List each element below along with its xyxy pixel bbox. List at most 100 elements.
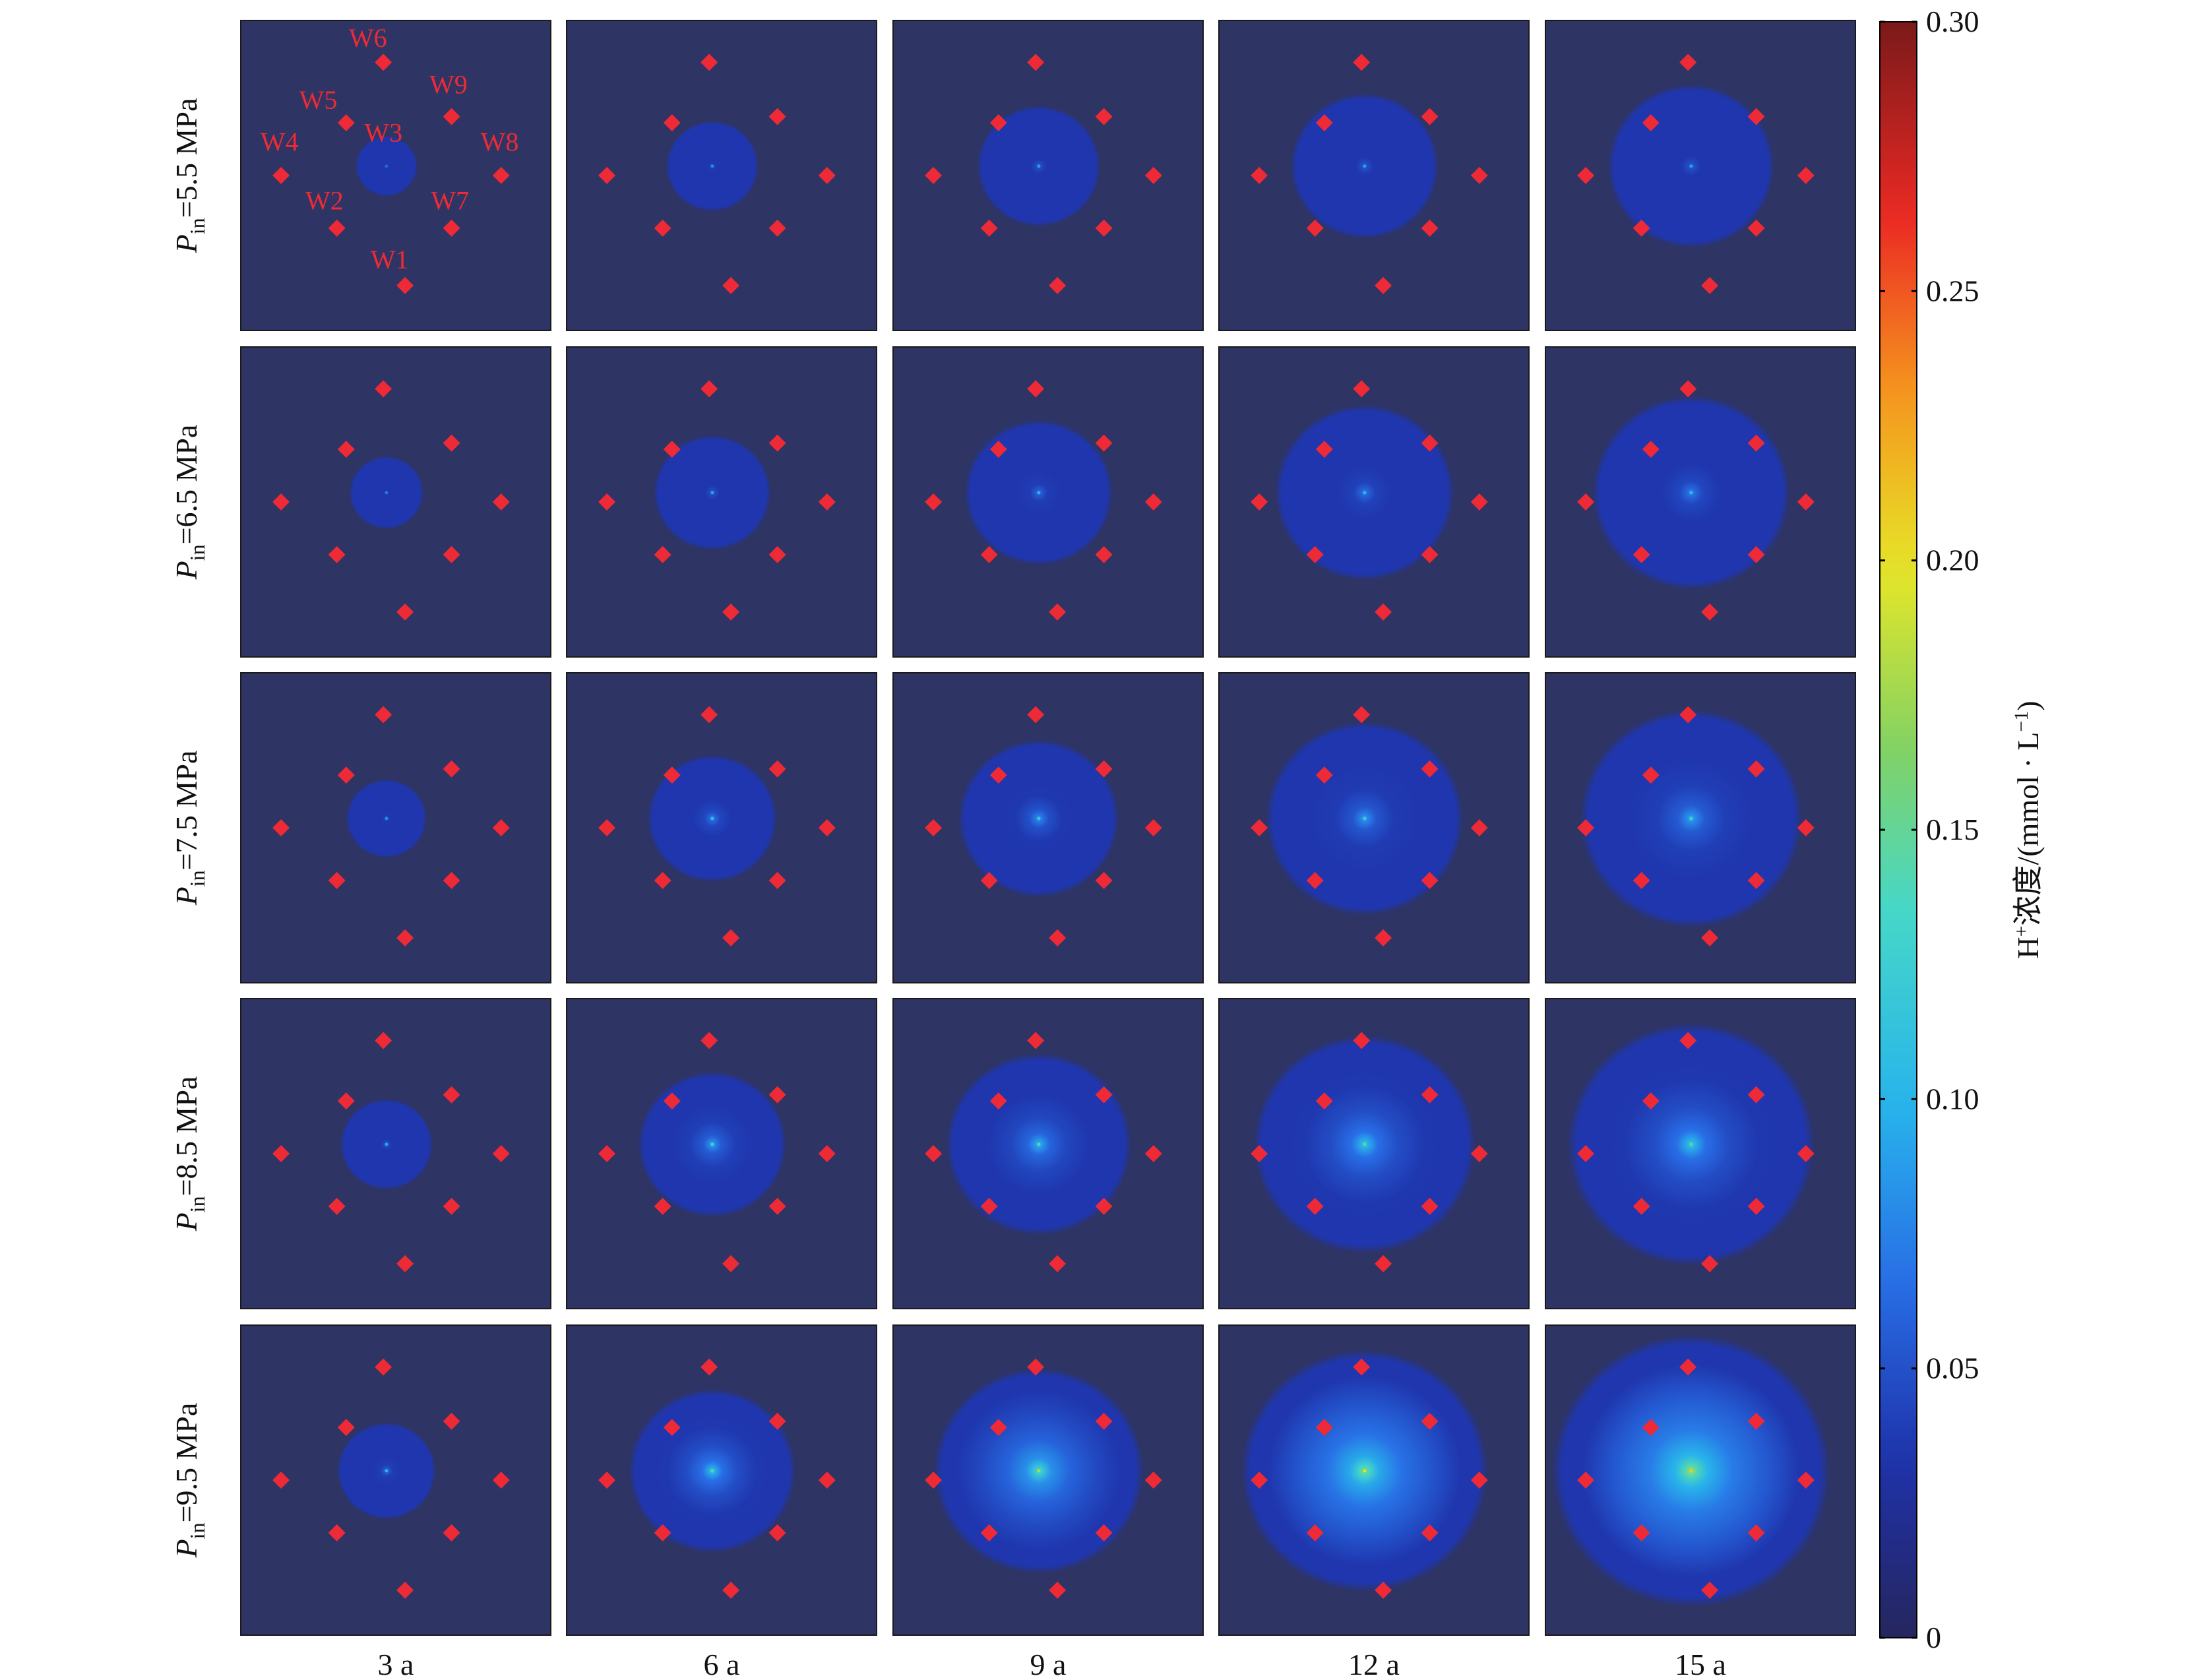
well-marker-w4 xyxy=(1577,493,1595,511)
well-marker-w4 xyxy=(1577,167,1595,184)
well-marker-w3 xyxy=(385,817,389,821)
panel-r1-c3 xyxy=(892,20,1204,331)
well-marker-w5 xyxy=(1642,441,1660,458)
well-marker-w2 xyxy=(1306,1197,1324,1215)
well-marker-w1 xyxy=(1701,276,1719,294)
row-label-1: Pin=5.5 MPa xyxy=(170,98,209,254)
well-marker-w8 xyxy=(1144,167,1162,184)
well-marker-w6 xyxy=(700,1358,718,1376)
well-marker-w8 xyxy=(1470,1472,1488,1489)
well-marker-w1 xyxy=(396,1581,414,1599)
well-marker-w3 xyxy=(1037,491,1041,495)
panel-r4-c5 xyxy=(1545,998,1856,1309)
well-marker-w5 xyxy=(1642,1092,1660,1110)
well-marker-w1 xyxy=(722,1255,740,1272)
well-marker-w8 xyxy=(1144,819,1162,836)
well-marker-w2 xyxy=(1306,871,1324,889)
well-marker-w9 xyxy=(1421,1086,1439,1104)
well-marker-w5 xyxy=(1642,1419,1660,1437)
well-marker-w7 xyxy=(1747,871,1765,889)
colorbar: 0 0.05 0.10 0.15 0.20 0.25 0.30 H+浓度/(mmol · L−… xyxy=(1879,5,2045,1654)
panel-r4-c1 xyxy=(240,998,551,1309)
panel-r1-c4 xyxy=(1218,20,1530,331)
well-label-w1: W1 xyxy=(371,245,409,274)
well-marker-w3 xyxy=(1363,1469,1367,1473)
well-marker-w1 xyxy=(396,1255,414,1272)
well-marker-w1 xyxy=(722,276,740,294)
well-marker-w6 xyxy=(700,53,718,71)
well-marker-w1 xyxy=(396,603,414,621)
well-marker-w4 xyxy=(1251,493,1268,511)
well-marker-w9 xyxy=(768,760,786,778)
well-marker-w2 xyxy=(1632,871,1650,889)
well-marker-w8 xyxy=(1470,1145,1488,1162)
panel-r5-c4 xyxy=(1218,1324,1530,1636)
well-marker-w8 xyxy=(818,493,836,511)
well-marker-w7 xyxy=(768,545,786,563)
well-marker-w6 xyxy=(1679,1358,1697,1376)
panel-r5-c3 xyxy=(892,1324,1204,1636)
well-marker-w1 xyxy=(1375,1581,1392,1599)
well-marker-w8 xyxy=(1144,1472,1162,1489)
row-labels: Pin=5.5 MPa Pin=6.5 MPa Pin=7.5 MPa Pin=8.5… xyxy=(170,98,209,1559)
well-marker-w7 xyxy=(1095,545,1113,563)
well-marker-w8 xyxy=(1470,167,1488,184)
well-marker-w4 xyxy=(925,1472,943,1489)
well-marker-w9 xyxy=(443,108,460,125)
well-marker-w6 xyxy=(700,380,718,398)
row-label-4: Pin=8.5 MPa xyxy=(170,1076,209,1232)
well-marker-w6 xyxy=(1027,1032,1045,1049)
well-marker-w1 xyxy=(722,929,740,947)
well-marker-w7 xyxy=(443,871,460,889)
well-marker-w5 xyxy=(337,1419,355,1437)
panel-r3-c3 xyxy=(892,672,1204,983)
well-marker-w7 xyxy=(1421,219,1439,237)
well-marker-w5 xyxy=(989,114,1007,132)
row-label-2: Pin=6.5 MPa xyxy=(170,425,209,580)
well-marker-w7 xyxy=(1095,219,1113,237)
well-marker-w1 xyxy=(1049,1255,1067,1272)
well-label-w5: W5 xyxy=(299,85,338,115)
well-marker-w9 xyxy=(1421,434,1439,452)
well-marker-w4 xyxy=(1251,167,1268,184)
well-marker-w9 xyxy=(443,1412,460,1430)
well-marker-w9 xyxy=(768,434,786,452)
well-marker-w4 xyxy=(272,819,290,836)
well-marker-w3 xyxy=(385,491,389,495)
col-label-3: 9 a xyxy=(1030,1648,1067,1680)
well-marker-w7 xyxy=(1421,1197,1439,1215)
colorbar-tick-label-0: 0 xyxy=(1926,1621,1941,1654)
well-marker-w7 xyxy=(768,1524,786,1541)
well-marker-w4 xyxy=(272,1145,290,1162)
well-marker-w4 xyxy=(925,1145,943,1162)
panel-r3-c4 xyxy=(1218,672,1530,983)
well-marker-w8 xyxy=(492,167,510,184)
well-marker-w8 xyxy=(492,819,510,836)
col-labels: 3 a 6 a 9 a 12 a 15 a xyxy=(378,1648,1726,1680)
well-marker-w8 xyxy=(1797,493,1815,511)
well-marker-w9 xyxy=(768,1086,786,1104)
well-marker-w3 xyxy=(385,164,389,168)
well-marker-w9 xyxy=(1421,760,1439,778)
well-marker-w8 xyxy=(492,1472,510,1489)
well-marker-w7 xyxy=(1421,1524,1439,1541)
col-label-1: 3 a xyxy=(378,1648,414,1680)
well-marker-w8 xyxy=(1470,819,1488,836)
well-marker-w1 xyxy=(396,929,414,947)
well-marker-w5 xyxy=(337,114,355,132)
well-marker-w3 xyxy=(1689,1469,1693,1473)
panel-r2-c5 xyxy=(1545,346,1856,658)
well-marker-w9 xyxy=(1095,108,1113,125)
well-marker-w4 xyxy=(925,819,943,836)
well-marker-w4 xyxy=(925,493,943,511)
well-marker-w5 xyxy=(663,1419,681,1437)
well-marker-w2 xyxy=(654,871,671,889)
well-marker-w3 xyxy=(710,164,714,168)
well-marker-w7 xyxy=(768,1197,786,1215)
well-marker-w1 xyxy=(1375,603,1392,621)
well-marker-w3 xyxy=(1689,817,1693,821)
panel-r5-c1 xyxy=(240,1324,551,1636)
well-marker-w7 xyxy=(1747,219,1765,237)
well-marker-w2 xyxy=(980,219,998,237)
